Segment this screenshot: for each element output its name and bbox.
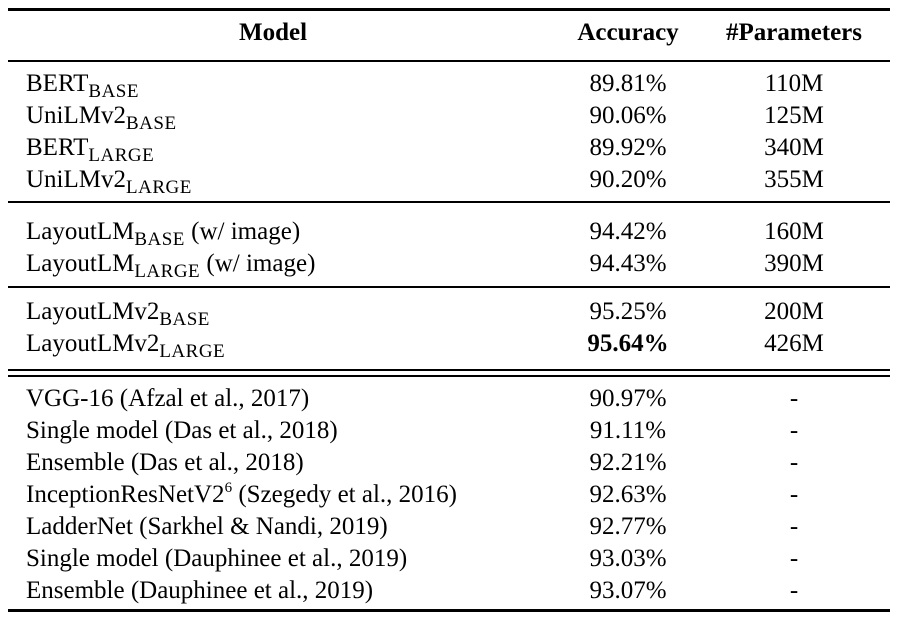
model-base: BERT [26, 70, 89, 97]
accuracy-cell: 93.07% [589, 577, 667, 604]
table-row: Single model (Das et al., 2018) 91.11% - [8, 415, 890, 447]
group-rule-1 [8, 201, 890, 203]
parameters-cell: 426M [764, 330, 824, 357]
accuracy-cell: 95.25% [589, 298, 667, 325]
accuracy-cell: 92.63% [589, 481, 667, 508]
accuracy-cell: 90.97% [589, 385, 667, 412]
double-rule-b [8, 375, 890, 377]
header-accuracy: Accuracy [577, 19, 679, 46]
model-name: Ensemble (Dauphinee et al., 2019) [26, 575, 373, 607]
parameters-cell: - [789, 513, 799, 540]
model-suffix: (w/ image) [184, 218, 301, 245]
model-base: UniLMv2 [26, 166, 126, 193]
table-row: InceptionResNetV26 (Szegedy et al., 2016… [8, 479, 890, 511]
model-size-subscript: BASE [134, 229, 185, 250]
model-base: BERT [26, 134, 89, 161]
table-row: VGG-16 (Afzal et al., 2017) 90.97% - [8, 383, 890, 415]
model-suffix: (Szegedy et al., 2016) [232, 481, 457, 508]
table-row: UniLMv2LARGE 90.20% 355M [8, 164, 890, 198]
header-row: Model Accuracy #Parameters [8, 17, 890, 49]
model-base: InceptionResNetV2 [26, 481, 225, 508]
parameters-cell: 355M [764, 166, 824, 193]
header-rule [8, 60, 890, 62]
model-name: VGG-16 (Afzal et al., 2017) [26, 383, 309, 415]
parameters-cell: - [789, 577, 799, 604]
model-name: InceptionResNetV26 (Szegedy et al., 2016… [26, 479, 457, 514]
accuracy-cell: 94.43% [589, 250, 667, 277]
model-name: LayoutLMv2BASE [26, 296, 210, 330]
group-rule-2 [8, 286, 890, 288]
model-size-subscript: LARGE [134, 261, 201, 282]
model-base: UniLMv2 [26, 102, 126, 129]
accuracy-cell: 95.64% [587, 330, 669, 357]
parameters-cell: 110M [764, 70, 824, 97]
header-model: Model [238, 19, 308, 46]
model-name: UniLMv2BASE [26, 100, 177, 134]
parameters-cell: - [789, 481, 799, 508]
parameters-cell: 200M [764, 298, 824, 325]
model-base: VGG-16 (Afzal et al., 2017) [26, 385, 310, 412]
model-name: Single model (Dauphinee et al., 2019) [26, 543, 407, 575]
table-row: BERTLARGE 89.92% 340M [8, 132, 890, 166]
table-row: Ensemble (Dauphinee et al., 2019) 93.07% - [8, 575, 890, 607]
accuracy-cell: 90.20% [589, 166, 667, 193]
table-row: LayoutLMv2BASE 95.25% 200M [8, 296, 890, 330]
accuracy-cell: 93.03% [589, 545, 667, 572]
table-row: LayoutLMLARGE (w/ image) 94.43% 390M [8, 248, 890, 282]
model-size-subscript: BASE [159, 309, 210, 330]
model-base: Ensemble (Das et al., 2018) [26, 449, 304, 476]
table-row: LayoutLMv2LARGE 95.64% 426M [8, 328, 890, 362]
model-size-subscript: BASE [126, 113, 177, 134]
parameters-cell: 340M [764, 134, 824, 161]
model-suffix: (w/ image) [200, 250, 316, 277]
model-size-subscript: LARGE [126, 177, 192, 198]
model-name: UniLMv2LARGE [26, 164, 192, 198]
model-base: Single model (Dauphinee et al., 2019) [26, 545, 408, 572]
accuracy-cell: 92.21% [589, 449, 667, 476]
table-row: BERTBASE 89.81% 110M [8, 68, 890, 102]
model-base: LayoutLMv2 [26, 330, 160, 357]
model-name: LayoutLMv2LARGE [26, 328, 225, 362]
model-size-subscript: BASE [88, 81, 139, 102]
parameters-cell: 125M [764, 102, 824, 129]
model-name: Single model (Das et al., 2018) [26, 415, 338, 447]
table-row: LayoutLMBASE (w/ image) 94.42% 160M [8, 216, 890, 250]
footnote-marker: 6 [224, 480, 233, 496]
model-size-subscript: LARGE [159, 341, 226, 362]
accuracy-cell: 92.77% [589, 513, 667, 540]
accuracy-cell: 91.11% [589, 417, 667, 444]
model-base: LayoutLMv2 [26, 298, 160, 325]
model-name: Ensemble (Das et al., 2018) [26, 447, 304, 479]
model-base: LayoutLM [26, 250, 135, 277]
table-row: Ensemble (Das et al., 2018) 92.21% - [8, 447, 890, 479]
accuracy-cell: 89.81% [589, 70, 667, 97]
parameters-cell: 390M [764, 250, 824, 277]
model-base: Ensemble (Dauphinee et al., 2019) [26, 577, 374, 604]
accuracy-cell: 89.92% [589, 134, 667, 161]
model-base: Single model (Das et al., 2018) [26, 417, 338, 444]
double-rule-a [8, 369, 890, 371]
model-base: LayoutLM [26, 218, 135, 245]
accuracy-cell: 94.42% [589, 218, 667, 245]
model-base: LadderNet (Sarkhel & Nandi, 2019) [26, 513, 388, 540]
table-row: LadderNet (Sarkhel & Nandi, 2019) 92.77% - [8, 511, 890, 543]
model-name: LayoutLMBASE (w/ image) [26, 216, 300, 250]
model-name: LadderNet (Sarkhel & Nandi, 2019) [26, 511, 388, 543]
top-rule [8, 8, 890, 11]
accuracy-cell: 90.06% [589, 102, 667, 129]
model-name: BERTBASE [26, 68, 139, 102]
model-size-subscript: LARGE [88, 145, 155, 166]
model-name: BERTLARGE [26, 132, 154, 166]
parameters-cell: - [789, 449, 799, 476]
bottom-rule [8, 609, 890, 612]
parameters-cell: - [789, 417, 799, 444]
header-parameters: #Parameters [725, 19, 863, 46]
table-row: Single model (Dauphinee et al., 2019) 93.… [8, 543, 890, 575]
model-name: LayoutLMLARGE (w/ image) [26, 248, 315, 282]
parameters-cell: 160M [764, 218, 824, 245]
table-row: UniLMv2BASE 90.06% 125M [8, 100, 890, 134]
parameters-cell: - [789, 385, 799, 412]
parameters-cell: - [789, 545, 799, 572]
